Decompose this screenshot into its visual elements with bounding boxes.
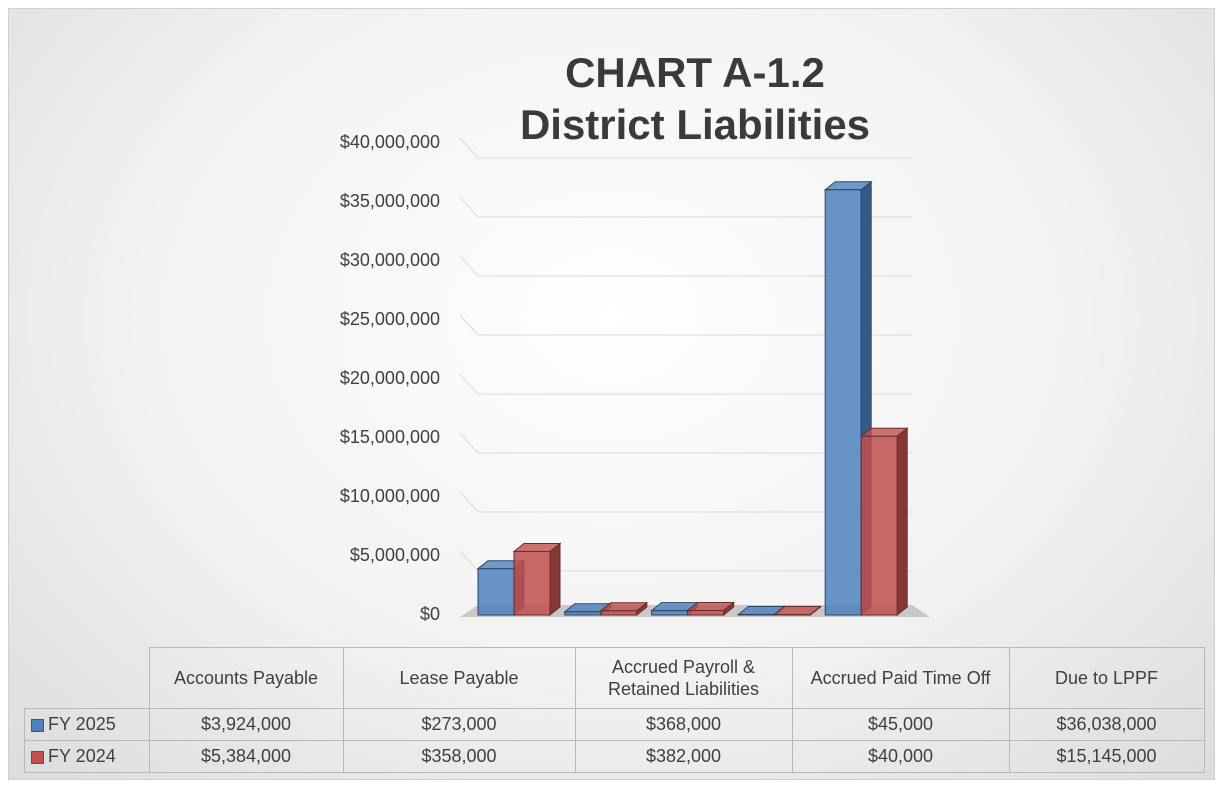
- value-label: $273,000: [342, 708, 576, 741]
- y-tick-label: $5,000,000: [350, 545, 440, 565]
- bar-side: [896, 427, 908, 617]
- table-header-row: Accounts Payable Lease Payable Accrued Pay…: [24, 647, 1205, 709]
- bar: [513, 550, 551, 616]
- bar: [477, 568, 515, 616]
- y-tick-label: $30,000,000: [340, 250, 440, 270]
- category-label: Due to LPPF: [1008, 647, 1205, 709]
- grid-line-depth: [459, 432, 479, 454]
- bar: [600, 610, 638, 616]
- legend-label: FY 2024: [48, 746, 116, 766]
- y-tick-label: $15,000,000: [340, 427, 440, 447]
- data-table: Accounts Payable Lease Payable Accrued Pay…: [24, 647, 1205, 773]
- bar: [860, 435, 898, 616]
- category-label: Accrued Payroll & Retained Liabilities: [574, 647, 793, 709]
- legend-label: FY 2025: [48, 714, 116, 734]
- grid-line-depth: [459, 196, 479, 218]
- y-tick-label: $35,000,000: [340, 191, 440, 211]
- y-tick-label: $40,000,000: [340, 132, 440, 152]
- bar-side: [549, 542, 561, 617]
- value-label: $368,000: [574, 708, 793, 741]
- grid-line-depth: [459, 373, 479, 395]
- legend-entry: FY 2024: [24, 740, 150, 773]
- category-label: Lease Payable: [342, 647, 576, 709]
- value-label: $36,038,000: [1008, 708, 1205, 741]
- value-label: $5,384,000: [148, 740, 344, 773]
- legend-key: [31, 750, 44, 764]
- y-tick-label: $20,000,000: [340, 368, 440, 388]
- bar: [687, 609, 725, 616]
- value-label: $358,000: [342, 740, 576, 773]
- grid-line-depth: [459, 314, 479, 336]
- y-tick-label: $10,000,000: [340, 486, 440, 506]
- legend-key: [31, 718, 44, 732]
- bar: [737, 613, 775, 616]
- bar: [651, 610, 689, 616]
- value-label: $382,000: [574, 740, 793, 773]
- y-tick-label: $25,000,000: [340, 309, 440, 329]
- value-label: $40,000: [791, 740, 1010, 773]
- grid-line-depth: [459, 137, 479, 159]
- grid-line-depth: [459, 255, 479, 277]
- value-label: $45,000: [791, 708, 1010, 741]
- grid-line-depth: [459, 491, 479, 513]
- grid-line-depth: [459, 550, 479, 572]
- value-label: $3,924,000: [148, 708, 344, 741]
- y-tick-label: $0: [420, 604, 440, 624]
- chart-title: District Liabilities: [520, 101, 870, 148]
- table-row: FY 2025 $3,924,000 $273,000 $368,000 $45,000…: [24, 708, 1205, 741]
- legend-entry: FY 2025: [24, 708, 150, 741]
- table-corner: [24, 647, 150, 709]
- table-row: FY 2024 $5,384,000 $358,000 $382,000 $40,000…: [24, 740, 1205, 773]
- chart-title: CHART A-1.2: [565, 49, 825, 96]
- category-label: Accrued Paid Time Off: [791, 647, 1010, 709]
- category-label: Accounts Payable: [148, 647, 344, 709]
- value-label: $15,145,000: [1008, 740, 1205, 773]
- bar: [824, 189, 862, 616]
- bar: [564, 611, 602, 616]
